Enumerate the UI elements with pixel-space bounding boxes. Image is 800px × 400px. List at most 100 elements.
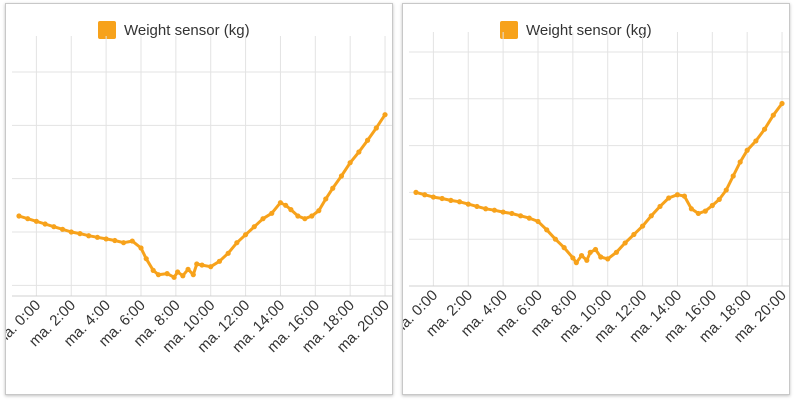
data-point[interactable] bbox=[526, 215, 532, 221]
data-point[interactable] bbox=[584, 257, 590, 263]
data-point[interactable] bbox=[185, 266, 191, 272]
data-point[interactable] bbox=[364, 137, 371, 143]
data-point[interactable] bbox=[552, 236, 559, 242]
data-point[interactable] bbox=[199, 262, 205, 268]
data-point[interactable] bbox=[302, 216, 308, 222]
data-point[interactable] bbox=[225, 250, 231, 256]
data-point[interactable] bbox=[194, 261, 200, 267]
data-point[interactable] bbox=[422, 192, 428, 198]
data-point[interactable] bbox=[208, 264, 214, 270]
data-point[interactable] bbox=[439, 195, 445, 202]
data-point[interactable] bbox=[605, 256, 611, 262]
data-point[interactable] bbox=[430, 194, 437, 200]
data-point[interactable] bbox=[491, 207, 498, 213]
data-point[interactable] bbox=[260, 216, 266, 222]
data-point[interactable] bbox=[723, 187, 729, 193]
data-point[interactable] bbox=[16, 213, 22, 219]
data-point[interactable] bbox=[373, 125, 379, 131]
data-point[interactable] bbox=[465, 201, 471, 207]
data-point[interactable] bbox=[283, 202, 289, 208]
data-point[interactable] bbox=[295, 213, 301, 219]
data-point[interactable] bbox=[164, 271, 170, 277]
data-point[interactable] bbox=[150, 267, 156, 273]
data-point[interactable] bbox=[709, 202, 715, 209]
data-point[interactable] bbox=[103, 236, 109, 242]
data-point[interactable] bbox=[242, 232, 249, 238]
data-point[interactable] bbox=[544, 227, 550, 233]
data-point[interactable] bbox=[681, 193, 688, 199]
data-point[interactable] bbox=[448, 197, 454, 203]
data-point[interactable] bbox=[288, 207, 294, 213]
data-point[interactable] bbox=[535, 218, 541, 225]
data-point[interactable] bbox=[356, 149, 362, 155]
data-point[interactable] bbox=[316, 208, 322, 214]
data-point[interactable] bbox=[753, 138, 759, 144]
data-point[interactable] bbox=[347, 160, 353, 166]
data-point[interactable] bbox=[234, 240, 240, 246]
legend[interactable]: Weight sensor (kg) bbox=[500, 21, 652, 39]
data-point[interactable] bbox=[622, 240, 628, 246]
data-point[interactable] bbox=[474, 203, 480, 210]
data-point[interactable] bbox=[68, 229, 74, 235]
data-point[interactable] bbox=[190, 272, 196, 278]
data-point[interactable] bbox=[51, 224, 57, 230]
data-point[interactable] bbox=[674, 192, 681, 198]
data-point[interactable] bbox=[573, 260, 579, 266]
data-point[interactable] bbox=[42, 221, 48, 227]
data-point[interactable] bbox=[456, 199, 463, 205]
data-point[interactable] bbox=[517, 213, 524, 219]
data-point[interactable] bbox=[382, 112, 388, 118]
data-point[interactable] bbox=[737, 159, 743, 165]
data-point[interactable] bbox=[94, 234, 101, 240]
data-point[interactable] bbox=[129, 238, 135, 244]
data-point[interactable] bbox=[33, 218, 40, 224]
data-point[interactable] bbox=[613, 249, 620, 255]
data-point[interactable] bbox=[171, 274, 177, 280]
data-point[interactable] bbox=[251, 224, 257, 230]
data-point[interactable] bbox=[77, 231, 83, 237]
data-point[interactable] bbox=[174, 269, 181, 275]
data-point[interactable] bbox=[631, 231, 637, 238]
data-point[interactable] bbox=[120, 240, 127, 246]
data-point[interactable] bbox=[598, 254, 604, 260]
data-point[interactable] bbox=[413, 189, 419, 195]
data-point[interactable] bbox=[657, 203, 663, 210]
data-point[interactable] bbox=[112, 237, 118, 244]
data-point[interactable] bbox=[561, 245, 567, 251]
data-point[interactable] bbox=[716, 196, 722, 203]
data-point[interactable] bbox=[770, 112, 776, 118]
data-point[interactable] bbox=[570, 255, 576, 261]
data-point[interactable] bbox=[330, 185, 336, 191]
data-point[interactable] bbox=[138, 245, 144, 251]
data-point[interactable] bbox=[688, 206, 694, 212]
data-point[interactable] bbox=[509, 210, 515, 217]
data-point[interactable] bbox=[155, 272, 162, 278]
data-point[interactable] bbox=[180, 273, 186, 279]
data-point[interactable] bbox=[779, 100, 785, 107]
data-point[interactable] bbox=[695, 210, 701, 217]
data-point[interactable] bbox=[309, 213, 315, 219]
data-point[interactable] bbox=[648, 213, 654, 219]
data-point[interactable] bbox=[86, 233, 92, 239]
data-point[interactable] bbox=[744, 147, 750, 153]
data-point[interactable] bbox=[500, 209, 506, 215]
data-point[interactable] bbox=[666, 195, 672, 201]
data-point[interactable] bbox=[702, 208, 708, 214]
data-point[interactable] bbox=[483, 206, 489, 212]
data-point[interactable] bbox=[277, 200, 284, 206]
legend[interactable]: Weight sensor (kg) bbox=[98, 21, 250, 39]
data-point[interactable] bbox=[269, 210, 275, 216]
data-point[interactable] bbox=[323, 196, 329, 202]
data-point[interactable] bbox=[761, 126, 768, 132]
data-point[interactable] bbox=[25, 216, 31, 222]
data-point[interactable] bbox=[587, 249, 593, 255]
data-point[interactable] bbox=[730, 173, 736, 179]
data-point[interactable] bbox=[216, 258, 223, 264]
data-point[interactable] bbox=[338, 173, 345, 179]
data-point[interactable] bbox=[639, 223, 646, 229]
data-point[interactable] bbox=[578, 252, 585, 259]
data-point[interactable] bbox=[143, 256, 149, 262]
data-point[interactable] bbox=[59, 226, 66, 232]
data-point[interactable] bbox=[592, 246, 599, 253]
